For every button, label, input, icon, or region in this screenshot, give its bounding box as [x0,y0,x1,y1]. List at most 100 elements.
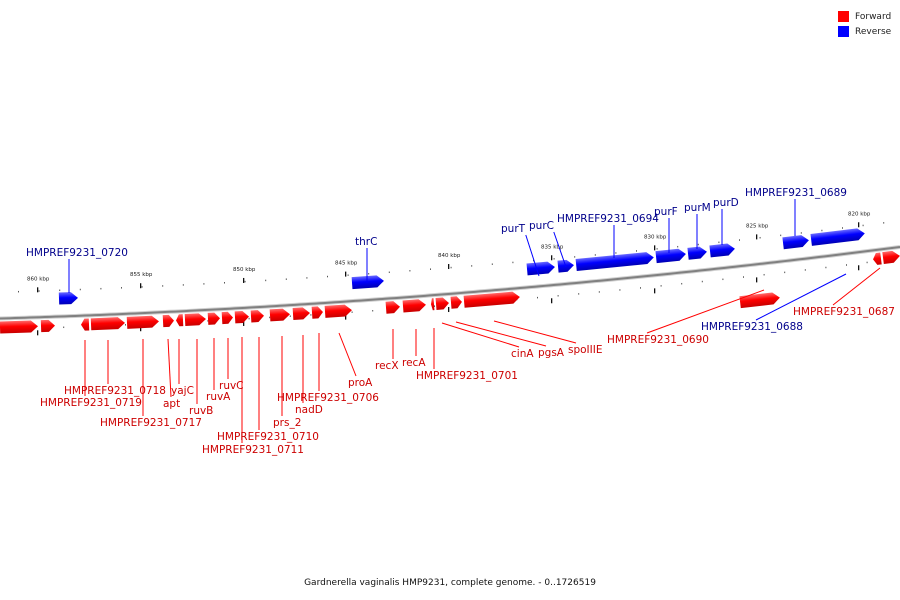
scale-label: 860 kbp [27,276,50,282]
minor-tick [701,280,703,283]
minor-tick [846,264,847,266]
minor-tick [866,261,868,264]
reverse-gene-arrow [709,243,735,258]
major-tick [243,320,245,326]
forward-gene-arrow [184,313,206,327]
forward-gene-arrow [40,319,55,333]
minor-tick [533,259,534,262]
forward-swatch [838,11,849,22]
gene-label: purC [529,220,554,232]
scale-label: 830 kbp [644,234,667,240]
forward-gene-arrow [431,298,435,311]
minor-tick [203,283,205,285]
major-tick [756,277,758,283]
forward-gene-arrow [882,250,900,265]
gene-label: nadD [295,404,323,416]
gene-label: purT [501,223,526,235]
gene-label: prs_2 [273,417,301,429]
major-tick [858,265,860,271]
reverse-gene-arrow [58,292,78,305]
forward-gene-arrow [162,314,174,328]
minor-tick [512,261,514,264]
backbone-line [0,245,900,320]
minor-tick [660,285,662,287]
forward-gene-arrow [126,315,159,329]
gene-label: cinA [511,348,534,360]
minor-tick [59,289,61,292]
minor-tick [594,254,596,256]
minor-tick [224,282,225,284]
scale-label: 825 kbp [746,223,769,229]
major-tick [37,330,39,336]
minor-tick [430,268,431,270]
leader-line [553,231,567,268]
forward-gene-arrow [739,292,780,309]
major-tick [140,283,142,289]
major-tick [140,326,142,332]
minor-tick [434,305,435,307]
leader-line [525,234,540,277]
gene-label: pgsA [538,347,565,359]
gene-label: ruvB [189,405,213,417]
legend-reverse: Reverse [838,24,900,39]
gene-label: proA [348,377,373,389]
minor-tick [557,295,559,297]
gene-label: HMPREF9231_0710 [217,431,319,443]
scale-label: 840 kbp [438,253,461,259]
minor-tick [347,274,349,276]
leader-line [455,321,547,347]
minor-tick [491,263,493,265]
legend-forward: Forward [838,9,900,24]
minor-tick [574,256,576,258]
leader-line [493,320,577,344]
gene-label: purM [684,202,711,214]
minor-tick [763,273,765,276]
gene-label: thrC [355,236,377,248]
reverse-gene-arrow [526,261,555,276]
leader-line [441,322,520,348]
minor-tick [450,266,452,269]
forward-gene-arrow [250,310,264,323]
minor-tick [636,250,637,252]
forward-gene-arrow [207,312,220,325]
reverse-gene-arrow [782,235,809,250]
minor-tick [739,239,740,241]
scale-label: 850 kbp [233,267,256,273]
forward-gene-arrow [311,306,323,319]
minor-tick [207,320,209,322]
forward-gene-arrow [324,304,352,318]
minor-tick [743,276,744,278]
minor-tick [18,290,19,293]
minor-tick [656,248,658,250]
forward-gene-arrow [176,314,184,327]
gene-label: apt [163,398,180,410]
forward-gene-arrow [269,308,290,322]
gene-label: ruvA [206,391,231,403]
minor-tick [804,269,806,271]
gene-label: recA [402,357,426,369]
minor-tick [351,311,353,313]
minor-tick [697,243,699,246]
forward-gene-arrow [450,296,462,309]
reverse-swatch [838,26,849,37]
forward-gene-arrow [234,310,249,324]
major-tick [448,264,450,270]
major-tick [448,307,450,313]
major-tick [37,287,39,293]
minor-tick [100,287,102,290]
minor-tick [598,291,600,293]
gene-label: spoIIIE [568,344,602,356]
reverse-gene-arrow [575,252,654,271]
major-tick [654,245,656,251]
forward-gene-arrow [292,307,310,321]
minor-tick [862,224,864,227]
reverse-gene-arrow [655,248,686,264]
minor-tick [269,316,271,319]
minor-tick [285,278,287,280]
minor-tick [125,324,126,326]
reverse-gene-arrow [687,246,707,260]
minor-tick [310,314,312,316]
gene-label: HMPREF9231_0720 [26,247,128,259]
